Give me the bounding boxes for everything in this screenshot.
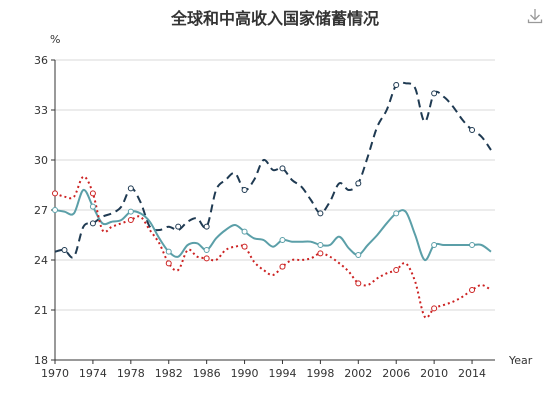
series-1-marker (469, 127, 476, 133)
series-1-marker (241, 187, 248, 193)
series-line-1 (54, 81, 492, 259)
y-tick-label: 24 (34, 254, 48, 267)
y-axis-label: % (50, 33, 60, 46)
series-2-marker (317, 242, 324, 248)
x-tick-label: 1998 (306, 367, 334, 380)
series-2-marker (127, 208, 134, 215)
series-3-marker (127, 217, 134, 223)
series-3-marker (89, 190, 96, 197)
series-2-marker (241, 228, 248, 235)
series-3-marker (165, 260, 172, 267)
series-1-marker (127, 185, 134, 192)
x-tick-label: 1994 (268, 367, 296, 380)
series-2-marker (469, 242, 476, 248)
series-3-marker (52, 190, 58, 197)
y-tick-label: 18 (34, 354, 48, 367)
x-tick-label: 1990 (231, 367, 259, 380)
series-1-marker (89, 220, 96, 227)
markers (52, 82, 476, 312)
y-tick-labels: 18 21 24 27 30 33 36 (34, 54, 55, 367)
series-3-marker (279, 263, 286, 270)
series-2-marker (393, 210, 400, 217)
series-3-marker (393, 267, 400, 273)
series-2-marker (279, 237, 286, 243)
series-3-marker (241, 243, 248, 250)
series-1-marker (175, 223, 182, 230)
series-2-marker (203, 247, 210, 253)
series-2-marker (165, 248, 172, 255)
series-3-marker (355, 280, 362, 287)
x-tick-label: 2010 (420, 367, 448, 380)
series-3-marker (203, 255, 210, 262)
series-2-marker (52, 207, 58, 213)
y-tick-label: 36 (34, 54, 48, 67)
series-1-marker (317, 210, 324, 217)
x-tick-label: 1974 (79, 367, 107, 380)
series-1-marker (61, 247, 68, 253)
series (54, 81, 492, 319)
y-tick-label: 21 (34, 304, 48, 317)
x-tick-label: 1970 (41, 367, 69, 380)
series-2-marker (355, 252, 362, 258)
series-2-marker (89, 203, 96, 210)
series-1-marker (203, 223, 210, 230)
series-3-marker (431, 305, 438, 312)
x-tick-label: 2002 (344, 367, 372, 380)
y-tick-label: 27 (34, 204, 48, 217)
x-axis-label: Year (508, 354, 533, 367)
series-2-marker (431, 242, 438, 248)
series-3-marker (317, 250, 324, 257)
x-tick-label: 2006 (382, 367, 410, 380)
series-1-marker (393, 82, 400, 88)
x-tick-label: 1982 (155, 367, 183, 380)
x-tick-label: 1978 (117, 367, 145, 380)
series-1-marker (279, 165, 286, 172)
y-tick-label: 30 (34, 154, 48, 167)
series-1-marker (355, 180, 362, 187)
series-line-2 (54, 189, 492, 262)
x-tick-labels: 1970 1974 1978 1982 1986 1990 1994 1998 2002 2006… (41, 360, 486, 380)
chart-title: 全球和中高收入国家储蓄情况 (170, 9, 379, 28)
series-3-marker (469, 287, 476, 293)
series-1-marker (431, 90, 438, 97)
grid-lines (55, 59, 495, 311)
download-icon[interactable] (526, 7, 544, 25)
y-tick-label: 33 (34, 104, 48, 117)
x-tick-label: 1986 (193, 367, 221, 380)
x-tick-label: 2014 (458, 367, 486, 380)
